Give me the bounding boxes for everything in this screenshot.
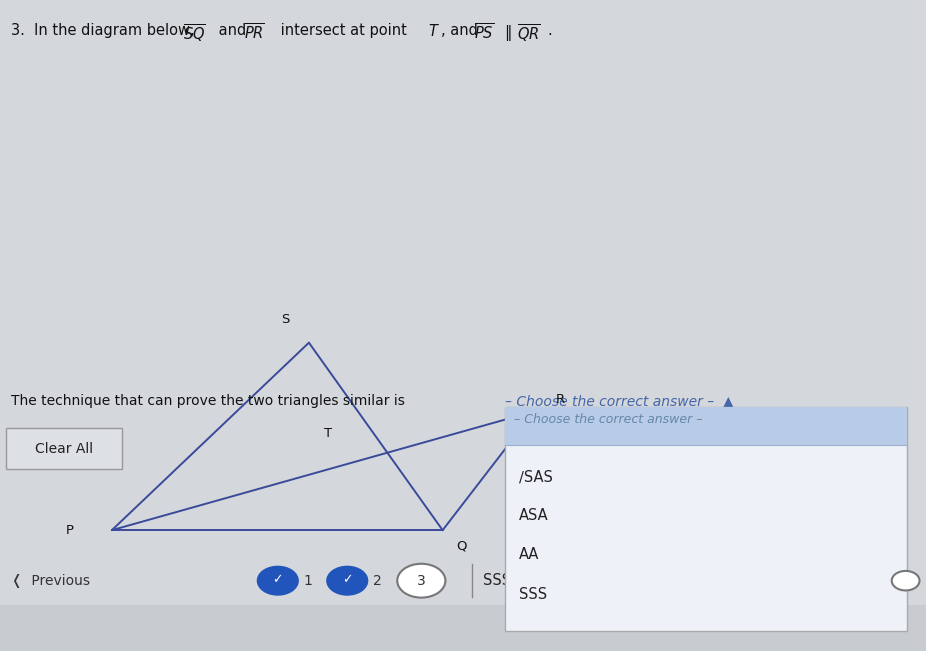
Text: 3: 3	[417, 574, 426, 588]
Text: $\overline{PS}$: $\overline{PS}$	[474, 23, 494, 43]
Text: 3.  In the diagram below,: 3. In the diagram below,	[11, 23, 194, 38]
Text: $\overline{QR}$: $\overline{QR}$	[517, 23, 541, 45]
Bar	[505, 407, 907, 631]
Text: $\overline{PR}$: $\overline{PR}$	[244, 23, 266, 43]
Text: T: T	[324, 426, 332, 439]
Text: ✓: ✓	[342, 573, 353, 586]
Text: 2: 2	[373, 574, 382, 588]
Text: ✓: ✓	[272, 573, 283, 586]
Text: Q: Q	[456, 540, 467, 553]
Text: .: .	[547, 23, 552, 38]
Circle shape	[892, 571, 920, 590]
Text: S: S	[282, 313, 290, 326]
FancyBboxPatch shape	[6, 428, 122, 469]
Text: , and: , and	[441, 23, 478, 38]
Circle shape	[397, 564, 445, 598]
Text: ∕SAS: ∕SAS	[519, 469, 553, 484]
Text: ❬  Previous: ❬ Previous	[11, 574, 90, 588]
Text: – Choose the correct answer –: – Choose the correct answer –	[514, 413, 703, 426]
Text: Clear All: Clear All	[35, 441, 94, 456]
Text: – Choose the correct answer –  ▲: – Choose the correct answer – ▲	[505, 394, 733, 408]
Circle shape	[257, 566, 298, 595]
Text: The technique that can prove the two triangles similar is: The technique that can prove the two tri…	[11, 394, 405, 408]
Text: intersect at point: intersect at point	[276, 23, 407, 38]
Text: $T$: $T$	[428, 23, 440, 39]
Text: ASA: ASA	[519, 508, 548, 523]
Text: SSS: SSS	[519, 587, 546, 602]
Text: and: and	[214, 23, 246, 38]
Text: P: P	[66, 523, 74, 536]
Text: R: R	[556, 393, 565, 406]
Text: SSS: SSS	[483, 573, 511, 589]
Bar	[505, 407, 907, 445]
Text: $\|$: $\|$	[504, 23, 511, 43]
Circle shape	[327, 566, 368, 595]
Text: $\overline{SQ}$: $\overline{SQ}$	[183, 23, 206, 45]
Text: AA: AA	[519, 547, 539, 562]
Text: 1: 1	[304, 574, 313, 588]
